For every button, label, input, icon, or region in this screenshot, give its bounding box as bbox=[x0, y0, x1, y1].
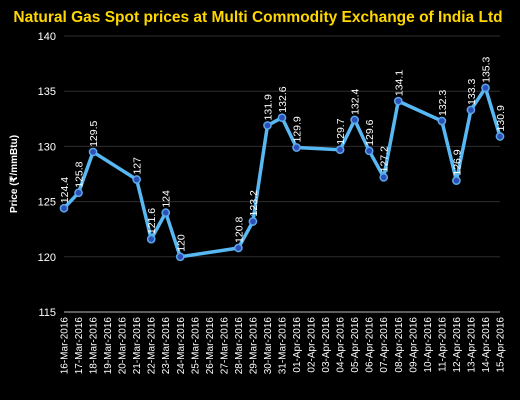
data-point-04-Apr-2016 bbox=[335, 145, 345, 155]
data-point-01-Apr-2016 bbox=[292, 143, 301, 152]
x-tick-14-Apr-2016: 14-Apr-2016 bbox=[481, 317, 492, 373]
data-label-01-Apr-2016: 129.9 bbox=[292, 116, 304, 142]
data-label-05-Apr-2016: 132.4 bbox=[350, 88, 362, 114]
x-tick-23-Mar-2016: 23-Mar-2016 bbox=[161, 317, 172, 375]
data-point-28-Mar-2016 bbox=[234, 243, 243, 253]
data-point-24-Mar-2016 bbox=[175, 252, 185, 262]
data-label-07-Apr-2016: 127.2 bbox=[379, 146, 391, 172]
data-point-05-Apr-2016 bbox=[350, 115, 360, 125]
x-tick-29-Mar-2016: 29-Mar-2016 bbox=[248, 317, 259, 375]
data-point-13-Apr-2016 bbox=[466, 105, 476, 115]
chart-title: Natural Gas Spot prices at Multi Commodi… bbox=[13, 9, 502, 26]
x-tick-22-Mar-2016: 22-Mar-2016 bbox=[147, 317, 158, 375]
x-tick-20-Mar-2016: 20-Mar-2016 bbox=[118, 317, 129, 375]
x-tick-11-Apr-2016: 11-Apr-2016 bbox=[437, 317, 448, 372]
x-tick-10-Apr-2016: 10-Apr-2016 bbox=[423, 317, 434, 373]
series-line-0 bbox=[62, 86, 502, 259]
y-axis-label: Price (₹/mmBtu) bbox=[9, 135, 20, 213]
x-tick-12-Apr-2016: 12-Apr-2016 bbox=[452, 317, 463, 373]
x-tick-02-Apr-2016: 02-Apr-2016 bbox=[307, 317, 318, 373]
x-tick-17-Mar-2016: 17-Mar-2016 bbox=[74, 317, 85, 375]
data-point-30-Mar-2016 bbox=[263, 121, 272, 130]
data-label-24-Mar-2016: 120 bbox=[175, 234, 187, 252]
data-point-29-Mar-2016 bbox=[248, 217, 258, 226]
data-point-31-Mar-2016 bbox=[277, 113, 287, 123]
y-tick-130: 130 bbox=[38, 141, 56, 153]
x-tick-16-Mar-2016: 16-Mar-2016 bbox=[60, 317, 71, 375]
data-label-28-Mar-2016: 120.8 bbox=[233, 217, 245, 243]
data-point-18-Mar-2016 bbox=[88, 147, 98, 157]
data-label-22-Mar-2016: 121.6 bbox=[146, 208, 158, 234]
x-tick-24-Mar-2016: 24-Mar-2016 bbox=[176, 317, 187, 375]
x-tick-31-Mar-2016: 31-Mar-2016 bbox=[278, 317, 289, 375]
data-point-16-Mar-2016 bbox=[59, 203, 69, 213]
x-tick-27-Mar-2016: 27-Mar-2016 bbox=[219, 317, 230, 375]
data-point-23-Mar-2016 bbox=[161, 208, 171, 217]
x-tick-09-Apr-2016: 09-Apr-2016 bbox=[408, 317, 419, 373]
data-point-17-Mar-2016 bbox=[74, 188, 83, 198]
x-tick-15-Apr-2016: 15-Apr-2016 bbox=[496, 317, 507, 373]
data-point-07-Apr-2016 bbox=[379, 172, 389, 182]
data-point-15-Apr-2016 bbox=[495, 132, 505, 141]
data-point-14-Apr-2016 bbox=[481, 83, 490, 93]
data-label-16-Mar-2016: 124.4 bbox=[59, 177, 71, 203]
x-tick-03-Apr-2016: 03-Apr-2016 bbox=[321, 317, 332, 373]
x-tick-28-Mar-2016: 28-Mar-2016 bbox=[234, 317, 245, 375]
data-label-21-Mar-2016: 127 bbox=[132, 157, 144, 175]
data-label-12-Apr-2016: 126.9 bbox=[451, 149, 463, 175]
x-tick-19-Mar-2016: 19-Mar-2016 bbox=[103, 317, 114, 375]
data-label-23-Mar-2016: 124 bbox=[161, 190, 173, 208]
x-tick-30-Mar-2016: 30-Mar-2016 bbox=[263, 317, 274, 375]
data-label-17-Mar-2016: 125.8 bbox=[74, 161, 86, 187]
data-label-04-Apr-2016: 129.7 bbox=[335, 118, 347, 144]
y-tick-135: 135 bbox=[38, 86, 56, 98]
data-label-31-Mar-2016: 132.6 bbox=[277, 86, 289, 112]
x-tick-25-Mar-2016: 25-Mar-2016 bbox=[190, 317, 201, 375]
x-tick-07-Apr-2016: 07-Apr-2016 bbox=[379, 317, 390, 373]
y-tick-140: 140 bbox=[38, 31, 56, 43]
x-tick-18-Mar-2016: 18-Mar-2016 bbox=[89, 317, 100, 375]
data-point-08-Apr-2016 bbox=[393, 96, 403, 106]
x-tick-21-Mar-2016: 21-Mar-2016 bbox=[132, 317, 143, 375]
x-tick-08-Apr-2016: 08-Apr-2016 bbox=[394, 317, 405, 373]
data-label-29-Mar-2016: 123.2 bbox=[248, 190, 260, 216]
x-tick-05-Apr-2016: 05-Apr-2016 bbox=[350, 317, 361, 373]
y-tick-115: 115 bbox=[38, 307, 56, 319]
data-label-13-Apr-2016: 133.3 bbox=[466, 79, 478, 105]
data-label-08-Apr-2016: 134.1 bbox=[393, 70, 405, 96]
x-tick-06-Apr-2016: 06-Apr-2016 bbox=[365, 317, 376, 373]
data-label-15-Apr-2016: 130.9 bbox=[495, 105, 507, 131]
data-label-11-Apr-2016: 132.3 bbox=[437, 90, 449, 116]
x-tick-26-Mar-2016: 26-Mar-2016 bbox=[205, 317, 216, 375]
x-tick-01-Apr-2016: 01-Apr-2016 bbox=[292, 317, 303, 373]
y-tick-120: 120 bbox=[38, 252, 56, 264]
x-tick-04-Apr-2016: 04-Apr-2016 bbox=[336, 317, 347, 373]
data-point-21-Mar-2016 bbox=[132, 175, 142, 184]
x-axis-ticks: 16-Mar-2016 17-Mar-2016 18-Mar-2016 19-Mar-… bbox=[60, 317, 507, 375]
data-label-30-Mar-2016: 131.9 bbox=[262, 94, 274, 120]
data-label-06-Apr-2016: 129.6 bbox=[364, 119, 376, 145]
y-axis-ticks: 115 120 125 130 135 140 bbox=[38, 31, 56, 319]
data-label-14-Apr-2016: 135.3 bbox=[480, 56, 492, 82]
data-point-22-Mar-2016 bbox=[146, 234, 156, 244]
data-label-18-Mar-2016: 129.5 bbox=[88, 120, 100, 146]
data-point-12-Apr-2016 bbox=[452, 176, 461, 185]
data-point-06-Apr-2016 bbox=[364, 146, 374, 156]
data-point-11-Apr-2016 bbox=[437, 116, 447, 126]
y-tick-125: 125 bbox=[38, 197, 56, 209]
x-tick-13-Apr-2016: 13-Apr-2016 bbox=[466, 317, 477, 373]
